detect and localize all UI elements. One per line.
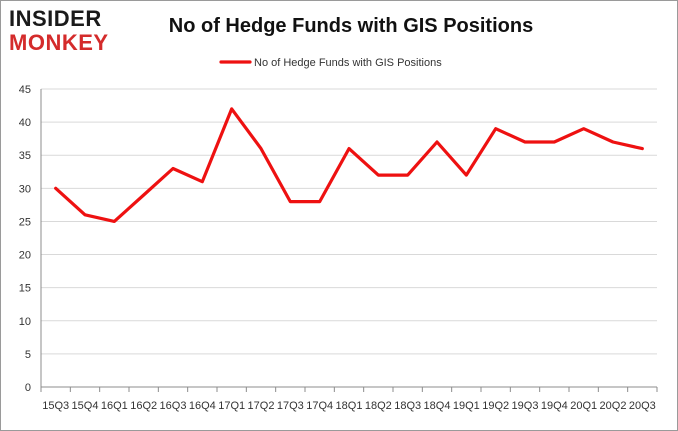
data-point-19Q3 <box>523 140 527 144</box>
y-tick-label-30: 30 <box>19 183 31 195</box>
x-tick-label-18Q1: 18Q1 <box>336 400 363 412</box>
x-tick-label-18Q3: 18Q3 <box>394 400 421 412</box>
logo-text-bottom: MONKEY <box>9 30 109 55</box>
y-tick-label-15: 15 <box>19 283 31 295</box>
y-tick-label-40: 40 <box>19 117 31 129</box>
x-tick-label-16Q2: 16Q2 <box>130 400 157 412</box>
x-tick-label-16Q4: 16Q4 <box>189 400 216 412</box>
data-point-18Q4 <box>435 140 439 144</box>
data-point-16Q4 <box>201 180 204 183</box>
y-tick-label-10: 10 <box>19 316 31 328</box>
chart-title: No of Hedge Funds with GIS Positions <box>168 15 534 37</box>
data-point-17Q1 <box>230 107 233 111</box>
y-tick-label-45: 45 <box>19 84 31 96</box>
data-point-20Q3 <box>641 147 644 150</box>
data-point-17Q2 <box>259 147 263 150</box>
x-tick-label-19Q2: 19Q2 <box>482 400 509 412</box>
data-point-19Q1 <box>465 173 468 177</box>
x-tick-label-17Q3: 17Q3 <box>277 400 304 412</box>
y-tick-label-0: 0 <box>25 382 31 394</box>
y-tick-label-20: 20 <box>19 250 31 262</box>
y-tick-label-25: 25 <box>19 216 31 228</box>
x-tick-label-20Q2: 20Q2 <box>600 400 627 412</box>
x-tick-label-16Q1: 16Q1 <box>101 400 128 412</box>
data-point-20Q1 <box>582 127 585 130</box>
data-point-19Q2 <box>494 127 497 130</box>
logo-text-top: INSIDER <box>9 6 102 31</box>
data-point-16Q3 <box>171 167 175 170</box>
data-point-17Q4 <box>318 200 321 203</box>
x-tick-label-19Q1: 19Q1 <box>453 400 480 412</box>
x-tick-label-17Q2: 17Q2 <box>248 400 275 412</box>
series-line-0 <box>54 107 644 223</box>
data-point-20Q2 <box>611 140 615 144</box>
data-point-18Q2 <box>377 173 380 177</box>
insider-monkey-logo: INSIDER MONKEY <box>9 7 129 57</box>
x-tick-label-18Q2: 18Q2 <box>365 400 392 412</box>
x-tick-label-20Q1: 20Q1 <box>570 400 597 412</box>
data-point-17Q3 <box>289 200 292 203</box>
y-tick-label-5: 5 <box>25 349 31 361</box>
x-tick-label-17Q4: 17Q4 <box>306 400 333 412</box>
data-point-15Q3 <box>54 187 57 190</box>
x-tick-label-18Q4: 18Q4 <box>424 400 451 412</box>
data-point-18Q1 <box>347 147 351 150</box>
legend-label: No of Hedge Funds with GIS Positions <box>254 57 442 69</box>
x-tick-label-17Q1: 17Q1 <box>218 400 245 412</box>
data-point-16Q1 <box>113 220 116 223</box>
data-point-19Q4 <box>553 140 556 144</box>
x-tick-label-19Q3: 19Q3 <box>512 400 539 412</box>
x-tick-label-16Q3: 16Q3 <box>160 400 187 412</box>
y-tick-label-35: 35 <box>19 150 31 162</box>
data-point-15Q4 <box>83 213 87 217</box>
x-tick-label-20Q3: 20Q3 <box>629 400 656 412</box>
data-point-18Q3 <box>406 173 409 177</box>
data-point-16Q2 <box>142 193 145 197</box>
x-tick-label-15Q3: 15Q3 <box>42 400 69 412</box>
x-tick-label-19Q4: 19Q4 <box>541 400 568 412</box>
x-tick-label-15Q4: 15Q4 <box>72 400 99 412</box>
